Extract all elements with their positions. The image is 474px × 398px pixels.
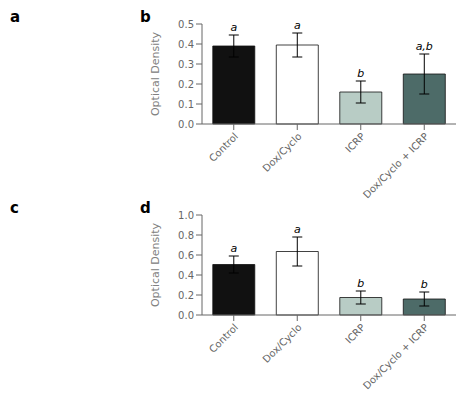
svg-text:ICRP: ICRP bbox=[343, 131, 367, 155]
svg-text:1.0: 1.0 bbox=[178, 210, 194, 221]
html-text:b: b bbox=[140, 8, 151, 26]
svg-text:0.2: 0.2 bbox=[178, 290, 194, 301]
svg-text:a: a bbox=[294, 223, 301, 236]
svg-text:0.5: 0.5 bbox=[178, 19, 194, 30]
svg-text:a,b: a,b bbox=[416, 40, 433, 53]
svg-text:a: a bbox=[230, 21, 237, 34]
svg-text:Optical Density: Optical Density bbox=[149, 222, 162, 307]
svg-text:0.0: 0.0 bbox=[178, 119, 194, 130]
svg-text:b: b bbox=[421, 278, 428, 291]
html-text:c: c bbox=[10, 199, 19, 217]
html-text:d: d bbox=[140, 199, 151, 217]
svg-text:0.4: 0.4 bbox=[178, 270, 194, 281]
svg-text:Control: Control bbox=[207, 131, 240, 164]
svg-text:0.0: 0.0 bbox=[178, 310, 194, 321]
svg-text:Dox/Cyclo: Dox/Cyclo bbox=[260, 131, 303, 174]
svg-text:0.4: 0.4 bbox=[178, 39, 194, 50]
svg-text:a: a bbox=[230, 242, 237, 255]
svg-text:Dox/Cyclo + ICRP: Dox/Cyclo + ICRP bbox=[361, 131, 431, 199]
svg-text:0.3: 0.3 bbox=[178, 59, 194, 70]
svg-text:b: b bbox=[357, 67, 364, 80]
svg-text:0.1: 0.1 bbox=[178, 99, 194, 110]
svg-text:Optical Density: Optical Density bbox=[149, 31, 162, 116]
svg-text:Control: Control bbox=[207, 322, 240, 355]
svg-text:0.8: 0.8 bbox=[178, 230, 194, 241]
svg-text:Dox/Cyclo + ICRP: Dox/Cyclo + ICRP bbox=[361, 322, 431, 390]
svg-text:a: a bbox=[294, 19, 301, 32]
svg-text:Dox/Cyclo: Dox/Cyclo bbox=[260, 322, 303, 365]
html-text:a: a bbox=[10, 8, 21, 26]
svg-text:b: b bbox=[357, 277, 364, 290]
svg-text:0.6: 0.6 bbox=[178, 250, 194, 261]
svg-text:ICRP: ICRP bbox=[343, 322, 367, 346]
svg-text:0.2: 0.2 bbox=[178, 79, 194, 90]
